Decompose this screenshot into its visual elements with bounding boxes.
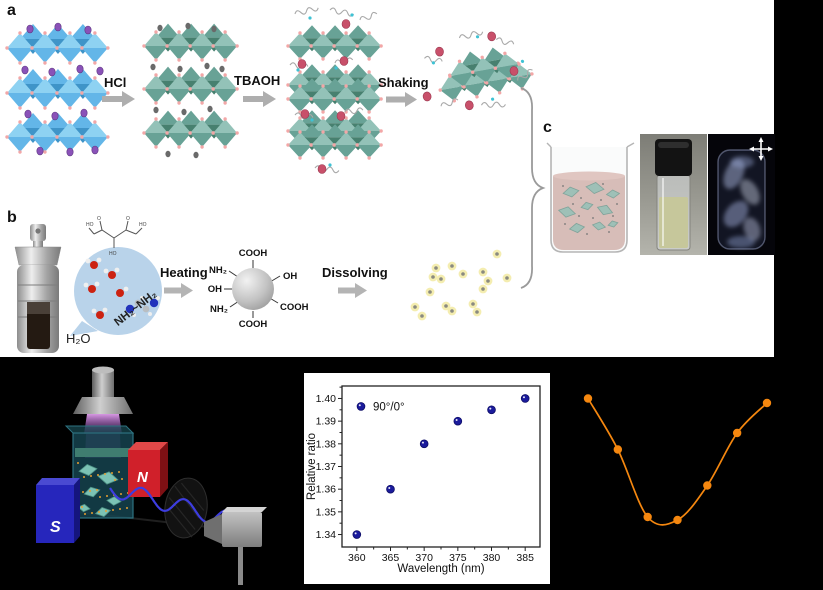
y-tick-label: 1.39 (316, 416, 337, 428)
cd-group-top-label: COOH (238, 248, 268, 259)
curve-point (643, 512, 652, 522)
arrow-heating-label: Heating (160, 265, 208, 280)
curve-point (732, 428, 742, 438)
autoclave-illustration (14, 224, 62, 353)
arrow-heating-icon (164, 283, 193, 298)
curve-point (762, 398, 772, 408)
x-tick-label: 370 (415, 552, 433, 564)
vial-photo-daylight (640, 134, 707, 255)
x-tick-label: 380 (483, 552, 501, 564)
arrow-dissolving-icon (338, 283, 367, 298)
y-tick-label: 1.34 (316, 529, 337, 541)
x-tick-label: 375 (449, 552, 467, 564)
arrow-hcl-label: HCl (104, 75, 127, 90)
cd-group-bottom-label: COOH (238, 319, 268, 330)
arrow-tbaoh-icon (243, 91, 276, 107)
polarizer-disk (164, 477, 208, 539)
curve-point (673, 515, 682, 525)
y-tick-label: 1.38 (316, 438, 337, 450)
magnet-north: N (128, 442, 168, 497)
arrow-shaking-label: Shaking (378, 75, 429, 90)
brace-icon (520, 87, 546, 289)
magnet-south-label: S (50, 519, 61, 536)
carbon-dots-scatter (410, 249, 512, 321)
crystal-exfoliated-nanosheet (422, 31, 534, 111)
cd-group-left-label: OH (207, 284, 222, 295)
crystal-tbaoh-intercalated (286, 7, 383, 174)
y-axis-label: Relative ratio (306, 433, 318, 500)
curve-point (613, 445, 623, 454)
crossed-polarizer-icon (749, 137, 773, 161)
data-point (487, 405, 496, 415)
curve-line (587, 398, 768, 526)
cd-group-bottomright-label: COOH (280, 302, 309, 313)
x-axis-label: Wavelength (nm) (397, 563, 484, 575)
relative-ratio-chart: 360 365 370 375 380 385 1.34 1.35 1.36 1.37 1.38 1.… (304, 373, 550, 584)
water-molecules (83, 257, 129, 319)
citric-acid-structure: HO O O HO HO (86, 216, 147, 256)
carbon-dot-sphere (224, 260, 281, 318)
sample-cuvette (64, 425, 135, 519)
data-point (386, 484, 395, 494)
curve-point (583, 394, 593, 403)
x-tick-label: 385 (516, 552, 534, 564)
data-point (453, 416, 463, 426)
cd-group-bottomleft-label: NH₂ (210, 304, 228, 315)
cd-group-right-label: OH (283, 271, 298, 282)
x-tick-label: 360 (348, 552, 366, 564)
vial-photo-polarized (708, 134, 775, 255)
y-tick-label: 1.40 (316, 393, 337, 405)
magnet-north-label: N (137, 469, 149, 486)
arrow-shaking-icon (386, 92, 417, 107)
citric-o1-label: O (97, 216, 101, 222)
beaker-illustration (546, 142, 635, 253)
citric-o2-label: O (126, 216, 130, 222)
crystal-layered-pristine (5, 22, 110, 157)
data-point (520, 394, 530, 403)
legend-label: 90°/0° (373, 401, 405, 413)
light-wave (109, 486, 239, 524)
polarization-curve-chart (583, 394, 772, 526)
vial-liquid (659, 197, 688, 248)
y-tick-label: 1.36 (316, 484, 337, 496)
molecule-bubble (70, 247, 162, 336)
citric-ho3-label: HO (109, 251, 117, 256)
data-point (419, 439, 429, 449)
camera-icon (204, 507, 267, 585)
magnet-south: S (36, 478, 80, 543)
crystal-protonated (142, 22, 239, 159)
y-tick-label: 1.37 (316, 461, 337, 473)
data-point (352, 530, 362, 539)
arrow-dissolving-label: Dissolving (322, 265, 388, 280)
x-tick-label: 365 (382, 552, 400, 564)
arrow-tbaoh-label: TBAOH (234, 73, 281, 88)
setup-illustration: S N (36, 366, 267, 585)
birefringence-texture (723, 156, 761, 248)
arrow-hcl-icon (102, 91, 135, 107)
uv-lamp-icon (73, 366, 133, 414)
panel-a-illustrations (5, 7, 546, 289)
panel-a-label: a (7, 2, 16, 19)
panel-b-label: b (7, 209, 17, 226)
ethylenediamine-molecule (125, 296, 160, 317)
citric-ho2-label: HO (139, 222, 147, 228)
water-label: H₂O (66, 331, 91, 346)
y-tick-label: 1.35 (316, 506, 337, 518)
panel-c-label: c (543, 119, 552, 136)
citric-ho1-label: HO (86, 222, 94, 228)
curve-point (703, 481, 712, 490)
cd-group-topleft-label: NH₂ (209, 265, 227, 276)
legend-marker (356, 402, 366, 411)
